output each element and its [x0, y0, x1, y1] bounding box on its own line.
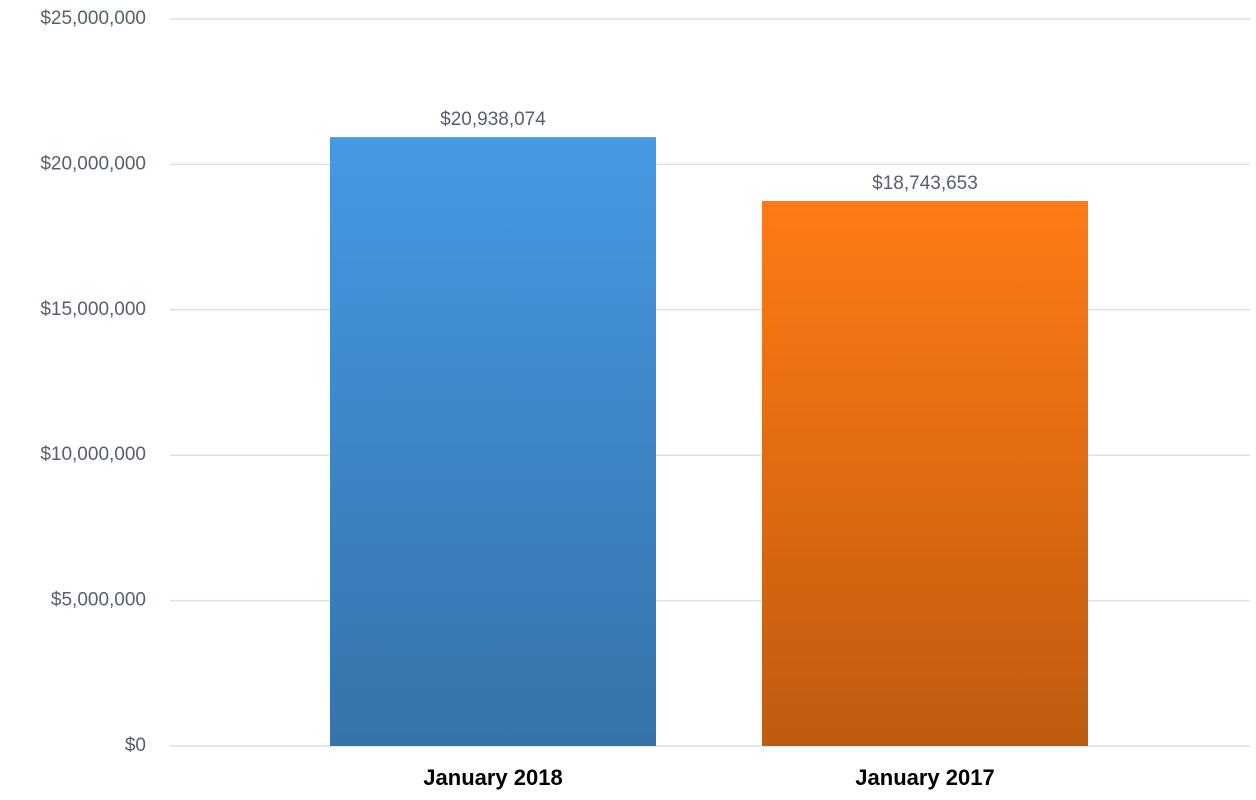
- data-label: $18,743,653: [872, 173, 978, 194]
- y-tick-label: $20,000,000: [40, 153, 146, 174]
- y-tick-label: $5,000,000: [51, 590, 146, 611]
- x-tick-label: January 2017: [855, 765, 994, 790]
- bar: [762, 200, 1088, 746]
- y-tick-label: $10,000,000: [40, 444, 146, 465]
- data-label: $20,938,074: [440, 109, 546, 130]
- x-tick-label: January 2018: [423, 765, 562, 790]
- y-tick-label: $25,000,000: [40, 8, 146, 29]
- y-tick-label: $0: [125, 735, 146, 756]
- bar: [330, 137, 656, 747]
- y-tick-label: $15,000,000: [40, 299, 146, 320]
